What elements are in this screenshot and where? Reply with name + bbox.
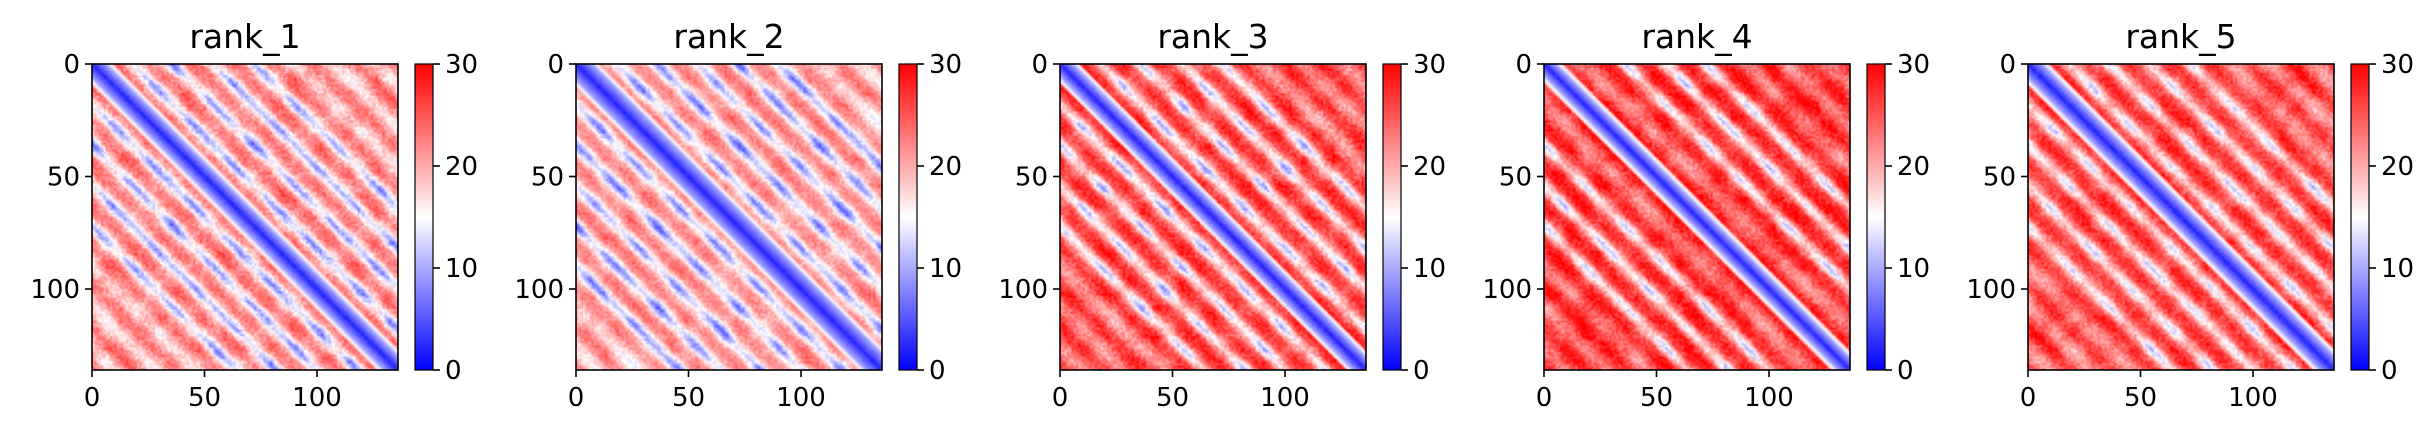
y-tick-label: 50 [531,163,564,193]
heatmap-image [1544,64,1850,370]
y-tick-label: 0 [1999,50,2016,80]
colorbar-tick-label: 20 [445,152,478,182]
colorbar-tick-label: 0 [929,356,946,386]
y-tick-label: 0 [547,50,564,80]
heatmap-image [2028,64,2334,370]
colorbar-tick-label: 30 [1413,50,1446,80]
panel-rank_3: rank_3 0 50 100 0 50 100 0 10 20 30 [998,17,1446,413]
heatmap-frame [91,63,399,371]
colorbar-tick-label: 0 [1897,356,1914,386]
chart-title: rank_4 [1641,17,1752,56]
x-tick-label: 0 [568,383,585,413]
y-tick-label: 50 [1499,163,1532,193]
panel-rank_5: rank_5 0 50 100 0 50 100 0 10 20 30 [1966,17,2414,413]
x-tick-label: 50 [1156,383,1189,413]
colorbar [2350,63,2370,371]
colorbar [1382,63,1402,371]
colorbar-tick-label: 30 [445,50,478,80]
x-tick-label: 50 [188,383,221,413]
heatmap-frame [2027,63,2335,371]
y-tick-label: 100 [30,275,80,305]
colorbar-tick-label: 10 [2381,254,2414,284]
colorbar-tick-label: 0 [2381,356,2398,386]
x-tick-label: 0 [2020,383,2037,413]
colorbar-tick-label: 30 [1897,50,1930,80]
y-tick-label: 50 [1983,163,2016,193]
y-tick-label: 100 [1482,275,1532,305]
heatmap-frame [1059,63,1367,371]
x-tick-label: 100 [776,383,826,413]
heatmap-image [92,64,398,370]
chart-title: rank_1 [189,17,300,56]
colorbar-tick-label: 10 [929,254,962,284]
x-tick-label: 100 [292,383,342,413]
heatmap-image [1060,64,1366,370]
colorbar-tick-label: 30 [929,50,962,80]
colorbar-tick-label: 0 [445,356,462,386]
colorbar-tick-label: 10 [1897,254,1930,284]
y-tick-label: 100 [1966,275,2016,305]
x-tick-label: 100 [1260,383,1310,413]
heatmap-frame [1543,63,1851,371]
chart-title: rank_2 [673,17,784,56]
heatmap-image [576,64,882,370]
colorbar-tick-label: 30 [2381,50,2414,80]
x-tick-label: 0 [1052,383,1069,413]
colorbar-tick-label: 10 [1413,254,1446,284]
panel-rank_1: rank_1 0 50 100 0 50 100 0 10 20 30 [30,17,478,413]
y-tick-label: 50 [1015,163,1048,193]
x-tick-label: 50 [1640,383,1673,413]
panel-rank_4: rank_4 0 50 100 0 50 100 0 10 20 30 [1482,17,1930,413]
chart-title: rank_5 [2125,17,2236,56]
x-tick-label: 50 [2124,383,2157,413]
x-tick-label: 100 [1744,383,1794,413]
y-tick-label: 50 [47,163,80,193]
x-tick-label: 50 [672,383,705,413]
heatmap-frame [575,63,883,371]
x-tick-label: 100 [2228,383,2278,413]
y-tick-label: 100 [998,275,1048,305]
y-tick-label: 100 [514,275,564,305]
colorbar-tick-label: 20 [1897,152,1930,182]
chart-title: rank_3 [1157,17,1268,56]
panel-rank_2: rank_2 0 50 100 0 50 100 0 10 20 30 [514,17,962,413]
colorbar-tick-label: 20 [929,152,962,182]
colorbar-tick-label: 20 [1413,152,1446,182]
y-tick-label: 0 [63,50,80,80]
colorbar-tick-label: 20 [2381,152,2414,182]
y-tick-label: 0 [1031,50,1048,80]
colorbar [1866,63,1886,371]
colorbar-tick-label: 0 [1413,356,1430,386]
y-tick-label: 0 [1515,50,1532,80]
x-tick-label: 0 [84,383,101,413]
colorbar-tick-label: 10 [445,254,478,284]
colorbar [898,63,918,371]
colorbar [414,63,434,371]
x-tick-label: 0 [1536,383,1553,413]
